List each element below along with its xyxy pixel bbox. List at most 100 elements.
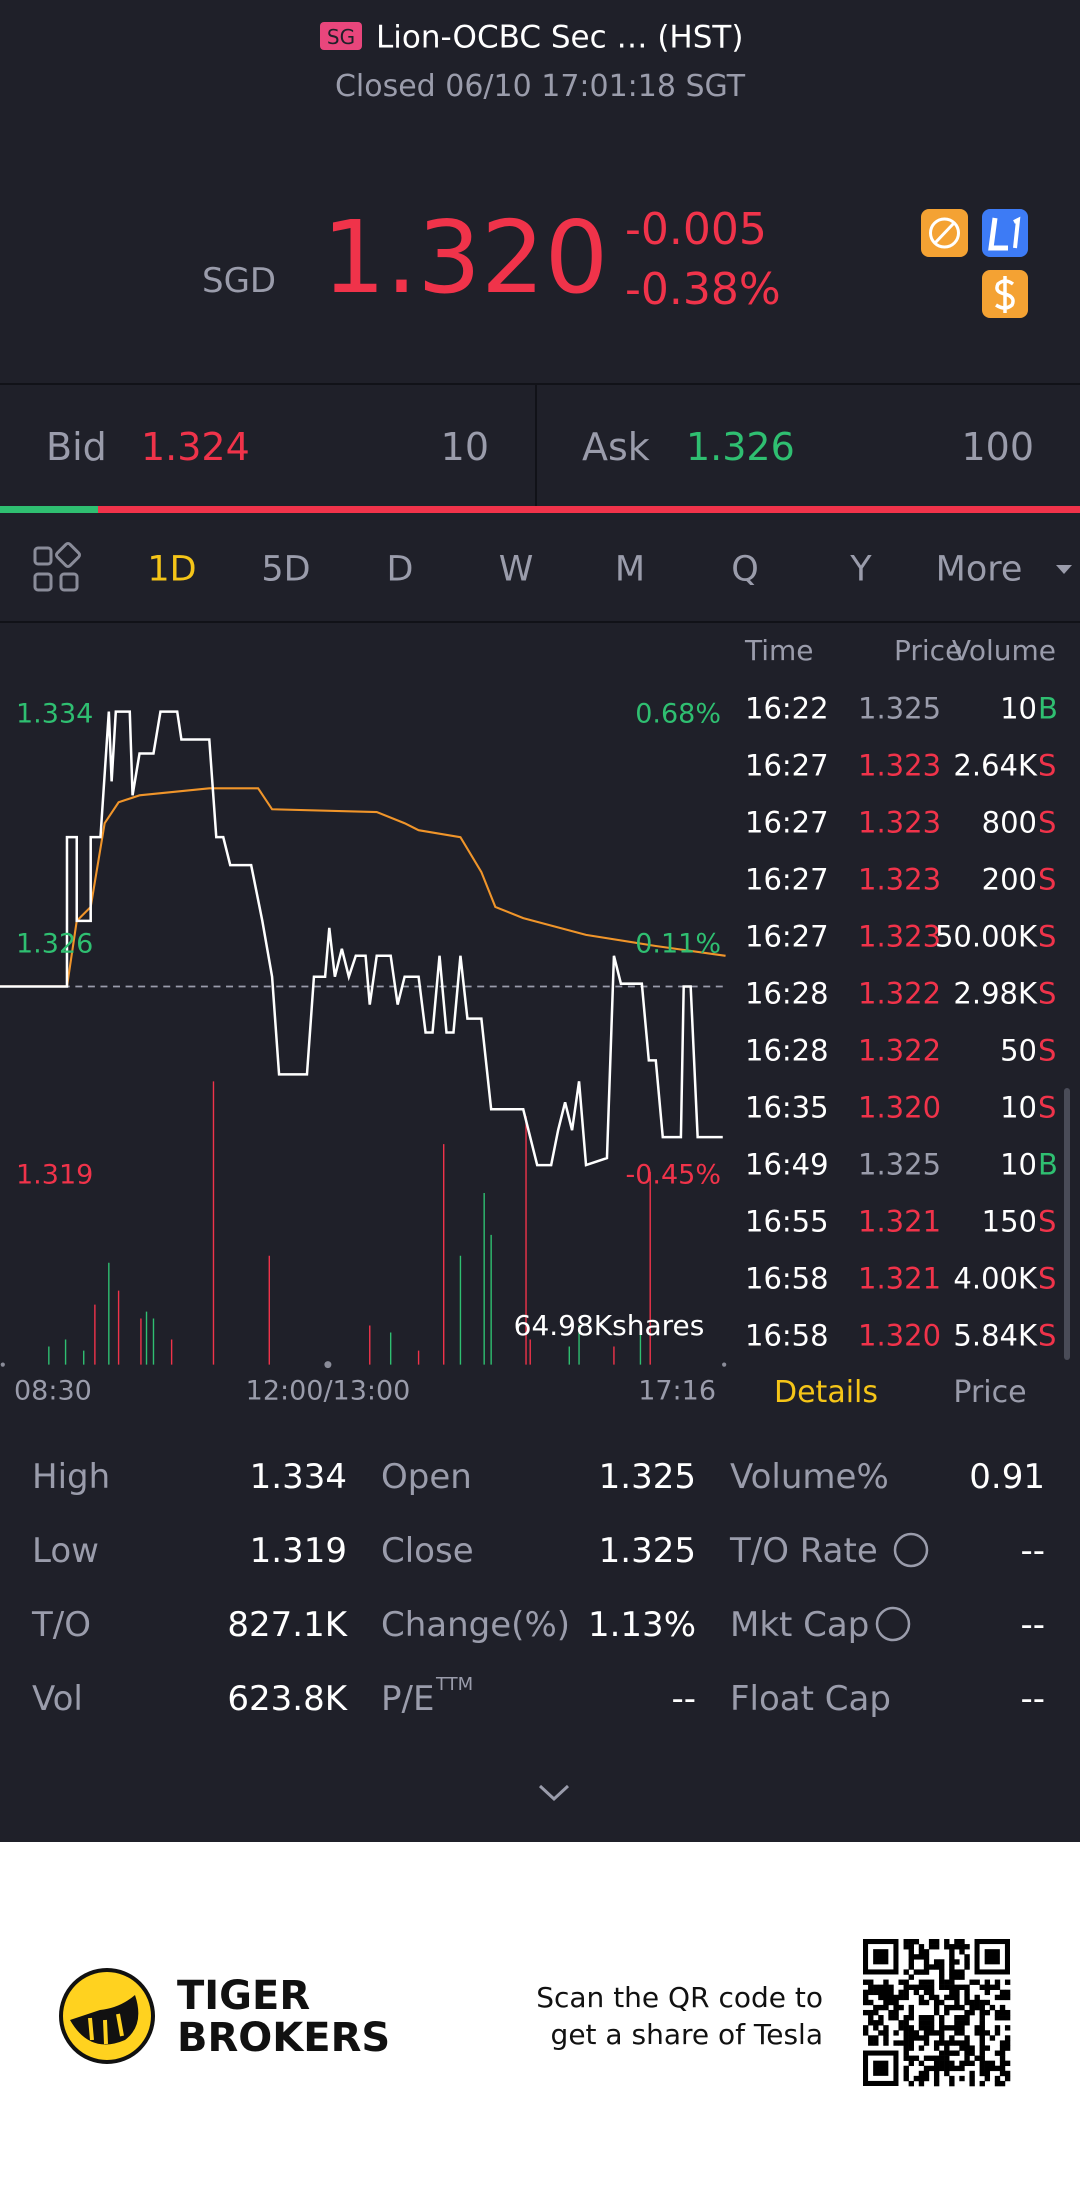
price-tab[interactable]: Price (953, 1375, 1027, 1410)
qr-module (893, 2030, 899, 2036)
qr-module (969, 1999, 975, 2006)
qr-module (939, 1974, 945, 1980)
more-arrow[interactable] (1056, 565, 1072, 574)
qr-module (959, 1969, 965, 1975)
qr-module (908, 1974, 914, 1980)
bid-size: 10 (440, 425, 489, 469)
qr-module (959, 2030, 965, 2036)
qr-module (969, 2009, 975, 2016)
qr-module (923, 2040, 930, 2046)
qr-module (908, 1959, 914, 1965)
expand-chevron[interactable] (538, 1784, 570, 1802)
qr-module (883, 2030, 889, 2036)
qr-module (999, 2065, 1006, 2072)
qr-module (918, 2075, 925, 2082)
qr-module (873, 2020, 879, 2026)
trades-header: Volume (951, 634, 1056, 667)
scrollbar[interactable] (1064, 1088, 1070, 1360)
trade-time: 16:35 (745, 1090, 829, 1125)
trade-volume: 2.98K (953, 976, 1037, 1011)
qr-module (878, 1989, 884, 1996)
qr-module (913, 2035, 920, 2041)
period-tab[interactable]: M (614, 549, 646, 590)
qr-module (999, 1989, 1006, 1996)
qr-module (944, 2040, 950, 2046)
qr-module (898, 1989, 904, 1996)
period-tab[interactable]: More (935, 549, 1023, 590)
qr-module (999, 2050, 1006, 2056)
info-icon[interactable] (875, 1606, 911, 1642)
qr-module (903, 1939, 909, 1945)
qr-module (918, 2025, 925, 2031)
qr-module (883, 2025, 889, 2031)
qr-module (959, 2075, 965, 2082)
period-tab[interactable]: D (386, 549, 414, 590)
ask-price: 1.326 (686, 425, 795, 469)
qr-module (883, 2040, 889, 2046)
qr-module (933, 1944, 940, 1950)
qr-module (1004, 2060, 1011, 2067)
qr-module (954, 1959, 960, 1965)
trade-price: 1.323 (858, 862, 942, 897)
trade-price: 1.320 (858, 1318, 942, 1353)
qr-module (954, 1984, 960, 1990)
qr-module (903, 2070, 909, 2077)
stat-value: 623.8K (227, 1679, 347, 1719)
qr-module (974, 1999, 980, 2006)
qr-module (944, 1984, 950, 1990)
qr-module (903, 2040, 909, 2046)
info-icon[interactable] (893, 1532, 929, 1568)
qr-module (933, 2009, 940, 2016)
qr-module (908, 2040, 914, 2046)
qr-module (883, 1989, 889, 1996)
grid-icon[interactable] (33, 542, 81, 592)
qr-module (878, 2020, 884, 2026)
qr-module (868, 1984, 874, 1990)
qr-module (954, 2015, 960, 2021)
average-line (0, 787, 726, 988)
qr-module (939, 2065, 945, 2072)
period-tab[interactable]: 1D (147, 549, 197, 590)
qr-module (994, 1984, 1001, 1990)
trade-volume: 800 (981, 805, 1037, 840)
qr-module (893, 2015, 899, 2021)
qr-module (898, 1994, 904, 2001)
qr-module (1004, 2009, 1011, 2016)
stat-label: Mkt Cap (730, 1605, 870, 1645)
qr-module (939, 2055, 945, 2061)
details-tab[interactable]: Details (773, 1375, 879, 1410)
qr-module (933, 2004, 940, 2011)
qr-module (863, 2030, 869, 2036)
stat-value: -- (1020, 1531, 1045, 1571)
qr-module (863, 1979, 869, 1985)
period-tab[interactable]: W (498, 549, 534, 590)
qr-module (933, 2060, 940, 2067)
period-tab[interactable]: Y (850, 549, 872, 590)
qr-module (893, 2040, 899, 2046)
qr-module (954, 2040, 960, 2046)
qr-module (944, 2009, 950, 2016)
qr-module (908, 2004, 914, 2011)
period-tab[interactable]: Q (731, 549, 759, 590)
qr-module (913, 1939, 920, 1945)
qr-module (944, 2050, 950, 2056)
qr-module (923, 2055, 930, 2061)
qr-module (933, 2075, 940, 2082)
qr-module (903, 2025, 909, 2031)
qr-module (954, 1944, 960, 1950)
qr-module (903, 2035, 909, 2041)
time-label: 08:30 (14, 1375, 92, 1407)
qr-module (999, 2045, 1006, 2051)
qr-module (944, 2045, 950, 2051)
qr-module (939, 1964, 945, 1970)
trade-volume: 10 (1000, 1090, 1037, 1125)
qr-module (979, 2070, 985, 2077)
qr-module (969, 2050, 975, 2056)
qr-module (969, 1979, 975, 1985)
qr-module (989, 2065, 996, 2072)
qr-module (949, 1959, 955, 1965)
trade-time: 16:55 (745, 1204, 829, 1239)
period-tab[interactable]: 5D (261, 549, 311, 590)
qr-module (913, 1984, 920, 1990)
qr-module (898, 2020, 904, 2026)
